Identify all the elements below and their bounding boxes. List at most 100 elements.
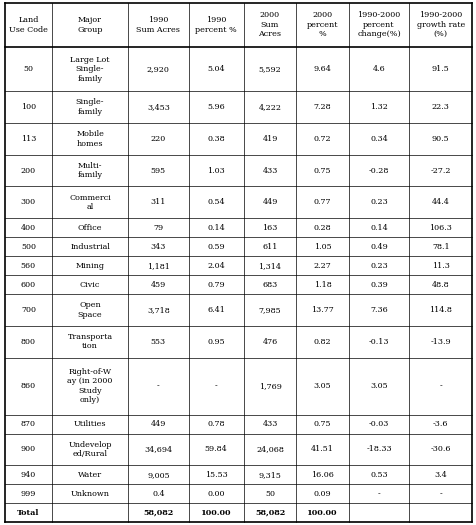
Text: -: - <box>438 382 441 390</box>
Text: 0.14: 0.14 <box>369 224 387 232</box>
Text: 44.4: 44.4 <box>431 198 449 206</box>
Text: Open
Space: Open Space <box>78 301 102 319</box>
Text: -30.6: -30.6 <box>429 446 450 454</box>
Text: 13.77: 13.77 <box>310 306 333 314</box>
Text: 1,769: 1,769 <box>258 382 281 390</box>
Text: 0.54: 0.54 <box>207 198 225 206</box>
Text: Multi-
family: Multi- family <box>78 162 102 180</box>
Text: 0.4: 0.4 <box>152 490 164 498</box>
Text: -0.13: -0.13 <box>368 338 388 346</box>
Text: 595: 595 <box>150 166 166 175</box>
Text: 58,082: 58,082 <box>143 509 173 517</box>
Text: Commerci
al: Commerci al <box>69 194 111 211</box>
Text: 0.34: 0.34 <box>369 135 387 143</box>
Text: 9.64: 9.64 <box>313 65 331 73</box>
Text: 41.51: 41.51 <box>310 446 333 454</box>
Text: 9,005: 9,005 <box>147 471 169 479</box>
Text: 106.3: 106.3 <box>428 224 451 232</box>
Text: 7,985: 7,985 <box>258 306 281 314</box>
Text: 91.5: 91.5 <box>431 65 449 73</box>
Text: 3.05: 3.05 <box>313 382 331 390</box>
Text: 0.23: 0.23 <box>369 261 387 270</box>
Text: 0.78: 0.78 <box>207 420 225 428</box>
Text: -0.03: -0.03 <box>368 420 388 428</box>
Text: 4,222: 4,222 <box>258 103 281 111</box>
Text: Mining: Mining <box>76 261 104 270</box>
Text: Utilities: Utilities <box>74 420 106 428</box>
Text: 220: 220 <box>150 135 166 143</box>
Text: 7.36: 7.36 <box>369 306 387 314</box>
Text: Unknown: Unknown <box>70 490 109 498</box>
Text: 900: 900 <box>21 446 36 454</box>
Text: 0.09: 0.09 <box>313 490 331 498</box>
Text: 1990
Sum Acres: 1990 Sum Acres <box>136 16 180 34</box>
Text: 3,718: 3,718 <box>147 306 169 314</box>
Text: 449: 449 <box>150 420 166 428</box>
Text: 24,068: 24,068 <box>256 446 283 454</box>
Text: Mobile
homes: Mobile homes <box>76 130 104 148</box>
Text: -3.6: -3.6 <box>432 420 447 428</box>
Text: 0.82: 0.82 <box>313 338 331 346</box>
Text: 58,082: 58,082 <box>254 509 285 517</box>
Text: 0.53: 0.53 <box>369 471 387 479</box>
Text: -0.28: -0.28 <box>368 166 388 175</box>
Text: 300: 300 <box>21 198 36 206</box>
Text: 1990
percent %: 1990 percent % <box>195 16 237 34</box>
Text: -: - <box>157 382 159 390</box>
Text: 2,920: 2,920 <box>147 65 169 73</box>
Text: 2000
percent
%: 2000 percent % <box>306 12 337 38</box>
Text: Large Lot
Single-
family: Large Lot Single- family <box>70 56 109 82</box>
Text: 16.06: 16.06 <box>310 471 333 479</box>
Text: Total: Total <box>17 509 40 517</box>
Text: 15.53: 15.53 <box>204 471 227 479</box>
Text: 163: 163 <box>262 224 277 232</box>
Text: 0.75: 0.75 <box>313 420 331 428</box>
Text: 1,314: 1,314 <box>258 261 281 270</box>
Text: 940: 940 <box>21 471 36 479</box>
Text: 433: 433 <box>262 166 277 175</box>
Text: 3,453: 3,453 <box>147 103 169 111</box>
Text: Major
Group: Major Group <box>77 16 103 34</box>
Text: 560: 560 <box>21 261 36 270</box>
Text: Transporta
tion: Transporta tion <box>68 333 112 351</box>
Text: 1.03: 1.03 <box>207 166 225 175</box>
Text: 2.04: 2.04 <box>207 261 225 270</box>
Text: 0.59: 0.59 <box>207 243 225 250</box>
Text: 800: 800 <box>21 338 36 346</box>
Text: Land
Use Code: Land Use Code <box>9 16 48 34</box>
Text: 1.18: 1.18 <box>313 281 331 289</box>
Text: 1.05: 1.05 <box>313 243 331 250</box>
Text: 343: 343 <box>150 243 166 250</box>
Text: 2000
Sum
Acres: 2000 Sum Acres <box>258 12 281 38</box>
Text: 50: 50 <box>265 490 275 498</box>
Text: 114.8: 114.8 <box>428 306 451 314</box>
Text: 3.05: 3.05 <box>369 382 387 390</box>
Text: 5,592: 5,592 <box>258 65 281 73</box>
Text: -: - <box>438 490 441 498</box>
Text: 611: 611 <box>262 243 277 250</box>
Text: 90.5: 90.5 <box>431 135 448 143</box>
Text: 600: 600 <box>21 281 36 289</box>
Text: 870: 870 <box>21 420 36 428</box>
Text: Office: Office <box>78 224 102 232</box>
Text: 100.00: 100.00 <box>200 509 231 517</box>
Text: 100.00: 100.00 <box>307 509 337 517</box>
Text: 700: 700 <box>21 306 36 314</box>
Text: 860: 860 <box>21 382 36 390</box>
Text: 311: 311 <box>150 198 166 206</box>
Text: 683: 683 <box>262 281 277 289</box>
Text: 34,694: 34,694 <box>144 446 172 454</box>
Text: Right-of-W
ay (in 2000
Study
only): Right-of-W ay (in 2000 Study only) <box>67 368 112 404</box>
Text: 79: 79 <box>153 224 163 232</box>
Text: 419: 419 <box>262 135 277 143</box>
Text: 1990-2000
growth rate
(%): 1990-2000 growth rate (%) <box>416 12 464 38</box>
Text: 449: 449 <box>262 198 277 206</box>
Text: 0.75: 0.75 <box>313 166 331 175</box>
Text: 7.28: 7.28 <box>313 103 331 111</box>
Text: 11.3: 11.3 <box>431 261 449 270</box>
Text: 433: 433 <box>262 420 277 428</box>
Text: 0.49: 0.49 <box>369 243 387 250</box>
Text: 5.04: 5.04 <box>207 65 225 73</box>
Text: 476: 476 <box>262 338 277 346</box>
Text: 999: 999 <box>20 490 36 498</box>
